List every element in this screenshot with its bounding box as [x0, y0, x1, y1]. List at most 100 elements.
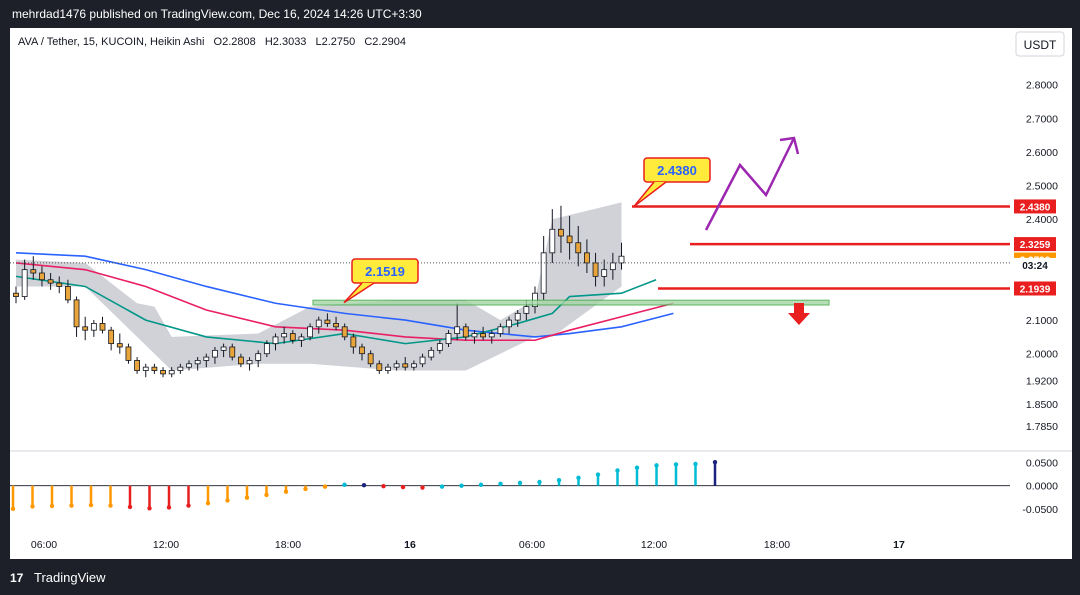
candle-body [212, 349, 218, 358]
drawings-layer[interactable]: 2.4380 2.1519 [10, 136, 1010, 325]
oscillator-bar [322, 484, 328, 489]
price-tag-bg [1014, 281, 1056, 296]
candle [47, 273, 54, 290]
time-tick-label: 12:00 [153, 539, 179, 551]
candle [125, 343, 132, 364]
callout-pointer [633, 181, 667, 208]
candle [263, 340, 270, 358]
candle [298, 333, 305, 347]
candle-body [445, 333, 452, 345]
oscillator-dot [693, 461, 698, 467]
candle-body [609, 262, 616, 271]
price-axis[interactable]: 2.8000 2.7000 2.6000 2.5000 2.4000 2.1000 2.00… [1026, 80, 1058, 433]
oscillator-bar [244, 485, 250, 500]
candle [177, 363, 184, 374]
oscillator-bar [342, 482, 347, 487]
candle-body [376, 363, 383, 371]
oscillator-dot [459, 483, 464, 488]
candle [428, 346, 435, 361]
open-label: O [214, 36, 223, 48]
oscillator-dot [478, 482, 484, 487]
oscillator-bar [537, 479, 542, 486]
candle-body [82, 326, 89, 331]
candle [21, 259, 28, 300]
candle-body [90, 323, 97, 331]
oscillator-bar [283, 485, 289, 494]
price-tick-label: 1.8500 [1026, 399, 1058, 411]
candle [601, 259, 608, 287]
candle-body [125, 346, 132, 361]
tradingview-brand[interactable]: TradingView [34, 570, 106, 585]
candle-body [385, 366, 391, 371]
price-tag-bg [1014, 257, 1056, 272]
candle [324, 313, 331, 327]
time-axis[interactable]: 06:00 12:00 18:00 16 06:00 12:00 18:00 17 [31, 539, 905, 551]
currency-button[interactable]: USDT [1015, 31, 1065, 57]
candle [255, 350, 262, 368]
candle-body [506, 319, 512, 328]
open-value: 2.2808 [222, 36, 256, 48]
time-tick-label: 12:00 [641, 539, 667, 551]
tradingview-logo-icon[interactable]: 17 [10, 571, 24, 585]
candle [307, 323, 314, 341]
oscillator-bar [595, 472, 601, 486]
callout-high: 2.4380 [633, 157, 711, 208]
time-tick-label: 06:00 [31, 539, 57, 551]
oscillator-pane[interactable]: 0.0500 0.0000 -0.0500 [10, 458, 1058, 516]
candle [281, 326, 288, 344]
oscillator-dot [127, 504, 133, 510]
close-value: 2.2904 [372, 36, 406, 48]
price-tick-label: 2.4000 [1026, 214, 1058, 226]
price-tick-label: 1.9200 [1026, 376, 1058, 388]
candle [341, 323, 348, 341]
oscillator-bar [556, 477, 562, 486]
candle-body [592, 262, 599, 277]
candle [134, 357, 140, 374]
candle [566, 215, 573, 260]
publish-header: mehrdad1476 published on TradingView.com… [0, 0, 1080, 28]
candle-body [13, 292, 19, 297]
candle-body [151, 366, 158, 371]
oscillator-bar [10, 485, 16, 511]
oscillator-bar [186, 485, 191, 508]
price-tag: 2.1939 [1014, 281, 1056, 295]
candle-body [39, 272, 45, 281]
candle [99, 316, 106, 334]
price-tag: 2.4380 [1014, 199, 1056, 214]
projection-path [704, 137, 796, 231]
oscillator-dot [576, 475, 581, 481]
oscillator-bar [439, 484, 445, 489]
chart-area[interactable]: 2.4380 2.1519 2.8000 2.7000 2.6000 2.5000 2.4… [10, 28, 1072, 559]
chart-svg[interactable]: 2.4380 2.1519 2.8000 2.7000 2.6000 2.5000 2.4… [10, 28, 1072, 559]
oscillator-bar [654, 463, 659, 486]
candle [220, 343, 227, 358]
oscillator-dot [244, 495, 250, 500]
oscillator-bar [166, 485, 172, 510]
candle [540, 236, 547, 300]
oscillator-dot [264, 492, 269, 498]
oscillator-dot [381, 483, 386, 489]
close-label: C [364, 36, 372, 48]
candle [488, 330, 495, 344]
oscillator-bar [634, 465, 640, 486]
oscillator-bar [381, 483, 386, 489]
price-tick-label: 2.0000 [1026, 349, 1058, 361]
candles-layer[interactable] [13, 205, 625, 378]
candle-body [142, 366, 149, 371]
candle [73, 296, 80, 337]
candle-body [436, 343, 443, 351]
candle-body [393, 363, 400, 368]
oscillator-dot [634, 465, 640, 470]
oscillator-dot [10, 506, 16, 511]
candle [497, 323, 504, 337]
candle [272, 333, 279, 351]
candle-body [410, 363, 417, 368]
footer-bar: 17 TradingView [0, 559, 1080, 595]
price-tag-bg [1014, 199, 1056, 214]
oscillator-bar [88, 485, 94, 508]
oscillator-dot [69, 503, 74, 508]
down-arrow-icon [788, 303, 810, 325]
candle-body [514, 312, 521, 321]
candle [246, 357, 253, 371]
candle [350, 333, 357, 354]
